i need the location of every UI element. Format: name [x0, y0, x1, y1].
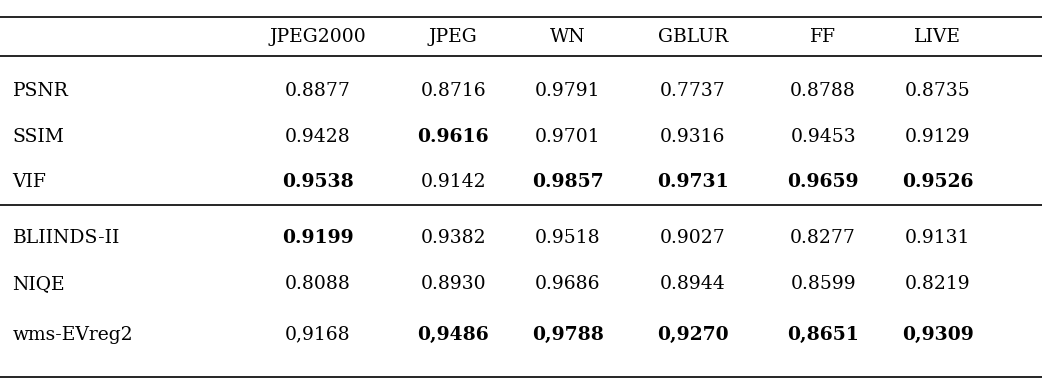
Text: 0.9199: 0.9199	[282, 229, 353, 247]
Text: 0.9538: 0.9538	[282, 173, 353, 191]
Text: 0,8651: 0,8651	[788, 326, 859, 344]
Text: WN: WN	[550, 28, 586, 46]
Text: 0.8944: 0.8944	[660, 276, 726, 293]
Text: LIVE: LIVE	[914, 28, 962, 46]
Text: 0.9453: 0.9453	[791, 128, 855, 146]
Text: 0.8277: 0.8277	[790, 229, 857, 247]
Text: 0.9659: 0.9659	[788, 173, 859, 191]
Text: 0.9616: 0.9616	[418, 128, 489, 146]
Text: 0.9142: 0.9142	[421, 173, 486, 191]
Text: JPEG2000: JPEG2000	[270, 28, 366, 46]
Text: 0.9316: 0.9316	[661, 128, 725, 146]
Text: 0.9129: 0.9129	[905, 128, 970, 146]
Text: 0,9788: 0,9788	[532, 326, 603, 344]
Text: 0.9791: 0.9791	[536, 82, 600, 100]
Text: 0.8877: 0.8877	[284, 82, 351, 100]
Text: 0.9428: 0.9428	[284, 128, 351, 146]
Text: 0.8930: 0.8930	[421, 276, 486, 293]
Text: VIF: VIF	[13, 173, 47, 191]
Text: FF: FF	[811, 28, 836, 46]
Text: 0.9131: 0.9131	[905, 229, 970, 247]
Text: 0.9686: 0.9686	[536, 276, 600, 293]
Text: GBLUR: GBLUR	[658, 28, 728, 46]
Text: 0.8788: 0.8788	[790, 82, 857, 100]
Text: 0.9701: 0.9701	[536, 128, 600, 146]
Text: 0.8219: 0.8219	[905, 276, 970, 293]
Text: SSIM: SSIM	[13, 128, 65, 146]
Text: BLIINDS-II: BLIINDS-II	[13, 229, 120, 247]
Text: 0,9270: 0,9270	[658, 326, 728, 344]
Text: JPEG: JPEG	[429, 28, 477, 46]
Text: 0.7737: 0.7737	[660, 82, 726, 100]
Text: 0.8088: 0.8088	[284, 276, 351, 293]
Text: 0.8599: 0.8599	[791, 276, 855, 293]
Text: NIQE: NIQE	[13, 276, 66, 293]
Text: 0.8716: 0.8716	[421, 82, 486, 100]
Text: 0.9518: 0.9518	[536, 229, 600, 247]
Text: 0.9027: 0.9027	[660, 229, 726, 247]
Text: PSNR: PSNR	[13, 82, 69, 100]
Text: wms-EVreg2: wms-EVreg2	[13, 326, 133, 344]
Text: 0.9857: 0.9857	[532, 173, 603, 191]
Text: 0,9168: 0,9168	[286, 326, 350, 344]
Text: 0.9731: 0.9731	[658, 173, 728, 191]
Text: 0,9486: 0,9486	[418, 326, 489, 344]
Text: 0,9309: 0,9309	[902, 326, 973, 344]
Text: 0.9382: 0.9382	[421, 229, 486, 247]
Text: 0.8735: 0.8735	[904, 82, 971, 100]
Text: 0.9526: 0.9526	[902, 173, 973, 191]
